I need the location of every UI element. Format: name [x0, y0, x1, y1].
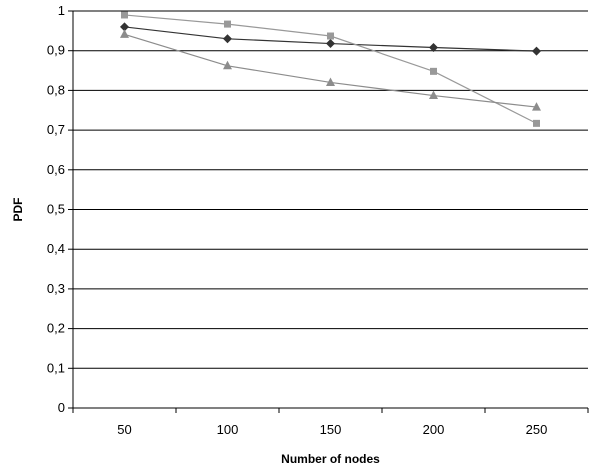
triangle-point [120, 29, 129, 38]
square-point [430, 67, 437, 75]
y-tick-label: 0,1 [47, 360, 65, 375]
y-tick-label: 0,6 [47, 162, 65, 177]
y-tick-label: 1 [58, 3, 65, 18]
y-tick-label: 0,9 [47, 43, 65, 58]
series-diamond [120, 22, 541, 56]
triangle-point [532, 102, 541, 111]
x-axis-ticks: 50 100 150 200 250 [72, 408, 589, 437]
x-axis-title: Number of nodes [281, 452, 380, 466]
diamond-point [223, 34, 232, 44]
triangle-point [326, 77, 335, 86]
triangle-point [223, 60, 232, 70]
diamond-point [429, 43, 438, 53]
series-group [120, 11, 541, 127]
y-tick-label: 0,2 [47, 321, 65, 336]
square-point [327, 32, 334, 40]
series-line [124, 14, 537, 124]
y-tick-label: 0,8 [47, 82, 65, 97]
diamond-point [532, 46, 541, 56]
square-point [121, 11, 128, 19]
diamond-point [120, 22, 129, 32]
y-tick-label: 0,5 [47, 202, 65, 217]
diamond-point [326, 39, 335, 49]
x-tick-label: 50 [117, 422, 131, 437]
triangle-point [429, 90, 438, 100]
square-point [224, 20, 231, 28]
series-triangle [120, 29, 541, 111]
x-tick-label: 250 [526, 422, 548, 437]
gridlines [73, 10, 588, 369]
x-tick-label: 100 [217, 422, 239, 437]
y-tick-label: 0,3 [47, 281, 65, 296]
y-tick-label: 0,4 [47, 241, 65, 256]
series-square [121, 11, 540, 127]
y-axis-title: PDF [11, 198, 25, 222]
y-axis-ticks: 0 0,1 0,2 0,3 0,4 0,5 0,6 0,7 0,8 0,9 1 [47, 3, 73, 415]
x-tick-label: 200 [423, 422, 445, 437]
x-tick-label: 150 [320, 422, 342, 437]
y-tick-label: 0,7 [47, 122, 65, 137]
square-point [533, 119, 540, 127]
y-tick-label: 0 [58, 400, 65, 415]
